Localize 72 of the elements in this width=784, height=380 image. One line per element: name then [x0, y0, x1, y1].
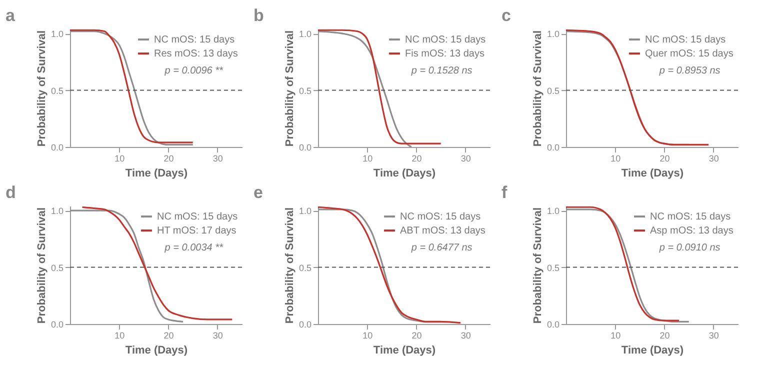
y-tick-label: 1.0	[546, 206, 560, 216]
annotation: p = 0.0034 **	[164, 242, 224, 254]
y-tick-label: 0.5	[50, 86, 64, 96]
annotation: p = 0.0910 ns	[658, 242, 720, 254]
legend-label: Asp mOS: 13 days	[650, 226, 734, 236]
x-tick-label: 30	[460, 154, 471, 164]
annotation: p = 0.8953 ns	[658, 65, 720, 76]
x-tick-label: 30	[212, 330, 223, 340]
x-tick-label: 20	[660, 154, 670, 164]
y-axis-title: Probability of Survival	[532, 30, 544, 147]
legend-label: Fis mOS: 13 days	[405, 48, 484, 60]
legend-label: NC mOS: 15 days	[650, 212, 731, 222]
y-tick-label: 0.0	[50, 142, 64, 152]
legend-label: NC mOS: 15 days	[154, 34, 235, 46]
y-tick-label: 1.0	[298, 29, 312, 40]
chart-title: a	[5, 6, 16, 25]
x-tick-label: 10	[114, 330, 125, 340]
x-tick-label: 20	[412, 154, 422, 164]
x-tick-label: 30	[460, 330, 471, 340]
x-tick-label: 20	[660, 330, 670, 340]
y-tick-label: 1.0	[298, 206, 312, 216]
y-tick-label: 0.5	[298, 262, 312, 273]
annotation: p = 0.0096 **	[164, 65, 224, 76]
y-tick-label: 0.5	[50, 262, 64, 273]
legend-label: NC mOS: 15 days	[400, 212, 481, 222]
x-axis-title: Time (Days)	[125, 168, 188, 180]
y-tick-label: 0.5	[298, 86, 312, 96]
y-axis-title: Probability of Survival	[284, 30, 296, 147]
x-tick-label: 10	[362, 330, 373, 340]
annotation: p = 0.1528 ns	[410, 65, 472, 76]
x-axis-title: Time (Days)	[373, 344, 436, 356]
legend-label: Res mOS: 13 days	[154, 48, 238, 60]
x-tick-label: 20	[412, 330, 422, 340]
x-axis-title: Time (Days)	[621, 344, 684, 356]
legend-label: NC mOS: 15 days	[645, 34, 726, 46]
x-tick-label: 30	[708, 330, 719, 340]
x-tick-label: 10	[362, 154, 373, 164]
legend-label: NC mOS: 15 days	[157, 212, 238, 222]
x-tick-label: 30	[708, 154, 719, 164]
legend-label: NC mOS: 15 days	[405, 34, 486, 46]
y-tick-label: 0.0	[546, 142, 560, 152]
x-tick-label: 30	[212, 154, 223, 164]
y-tick-label: 0.0	[298, 320, 312, 330]
y-tick-label: 0.0	[546, 320, 560, 330]
y-axis-title: Probability of Survival	[532, 207, 544, 324]
y-tick-label: 0.0	[50, 320, 64, 330]
y-tick-label: 1.0	[546, 29, 560, 40]
x-axis-title: Time (Days)	[373, 168, 436, 180]
y-tick-label: 0.5	[546, 262, 560, 273]
legend-label: HT mOS: 17 days	[157, 226, 236, 236]
x-tick-label: 10	[610, 154, 621, 164]
chart-title: e	[253, 183, 263, 202]
y-tick-label: 1.0	[50, 206, 64, 216]
y-tick-label: 0.0	[298, 142, 312, 152]
chart-title: c	[501, 6, 511, 25]
annotation: p = 0.6477 ns	[410, 242, 472, 254]
y-axis-title: Probability of Survival	[284, 207, 296, 324]
x-tick-label: 20	[164, 154, 174, 164]
x-axis-title: Time (Days)	[621, 168, 684, 180]
y-tick-label: 0.5	[546, 86, 560, 96]
legend-label: ABT mOS: 13 days	[400, 226, 486, 236]
chart-title: b	[253, 6, 264, 25]
y-tick-label: 1.0	[50, 29, 64, 40]
legend-label: Quer mOS: 15 days	[645, 48, 734, 60]
x-axis-title: Time (Days)	[125, 344, 188, 356]
chart-title: d	[5, 183, 16, 202]
x-tick-label: 10	[610, 330, 621, 340]
y-axis-title: Probability of Survival	[36, 30, 48, 147]
chart-title: f	[501, 183, 508, 202]
x-tick-label: 10	[114, 154, 125, 164]
y-axis-title: Probability of Survival	[36, 207, 48, 324]
x-tick-label: 20	[164, 330, 174, 340]
